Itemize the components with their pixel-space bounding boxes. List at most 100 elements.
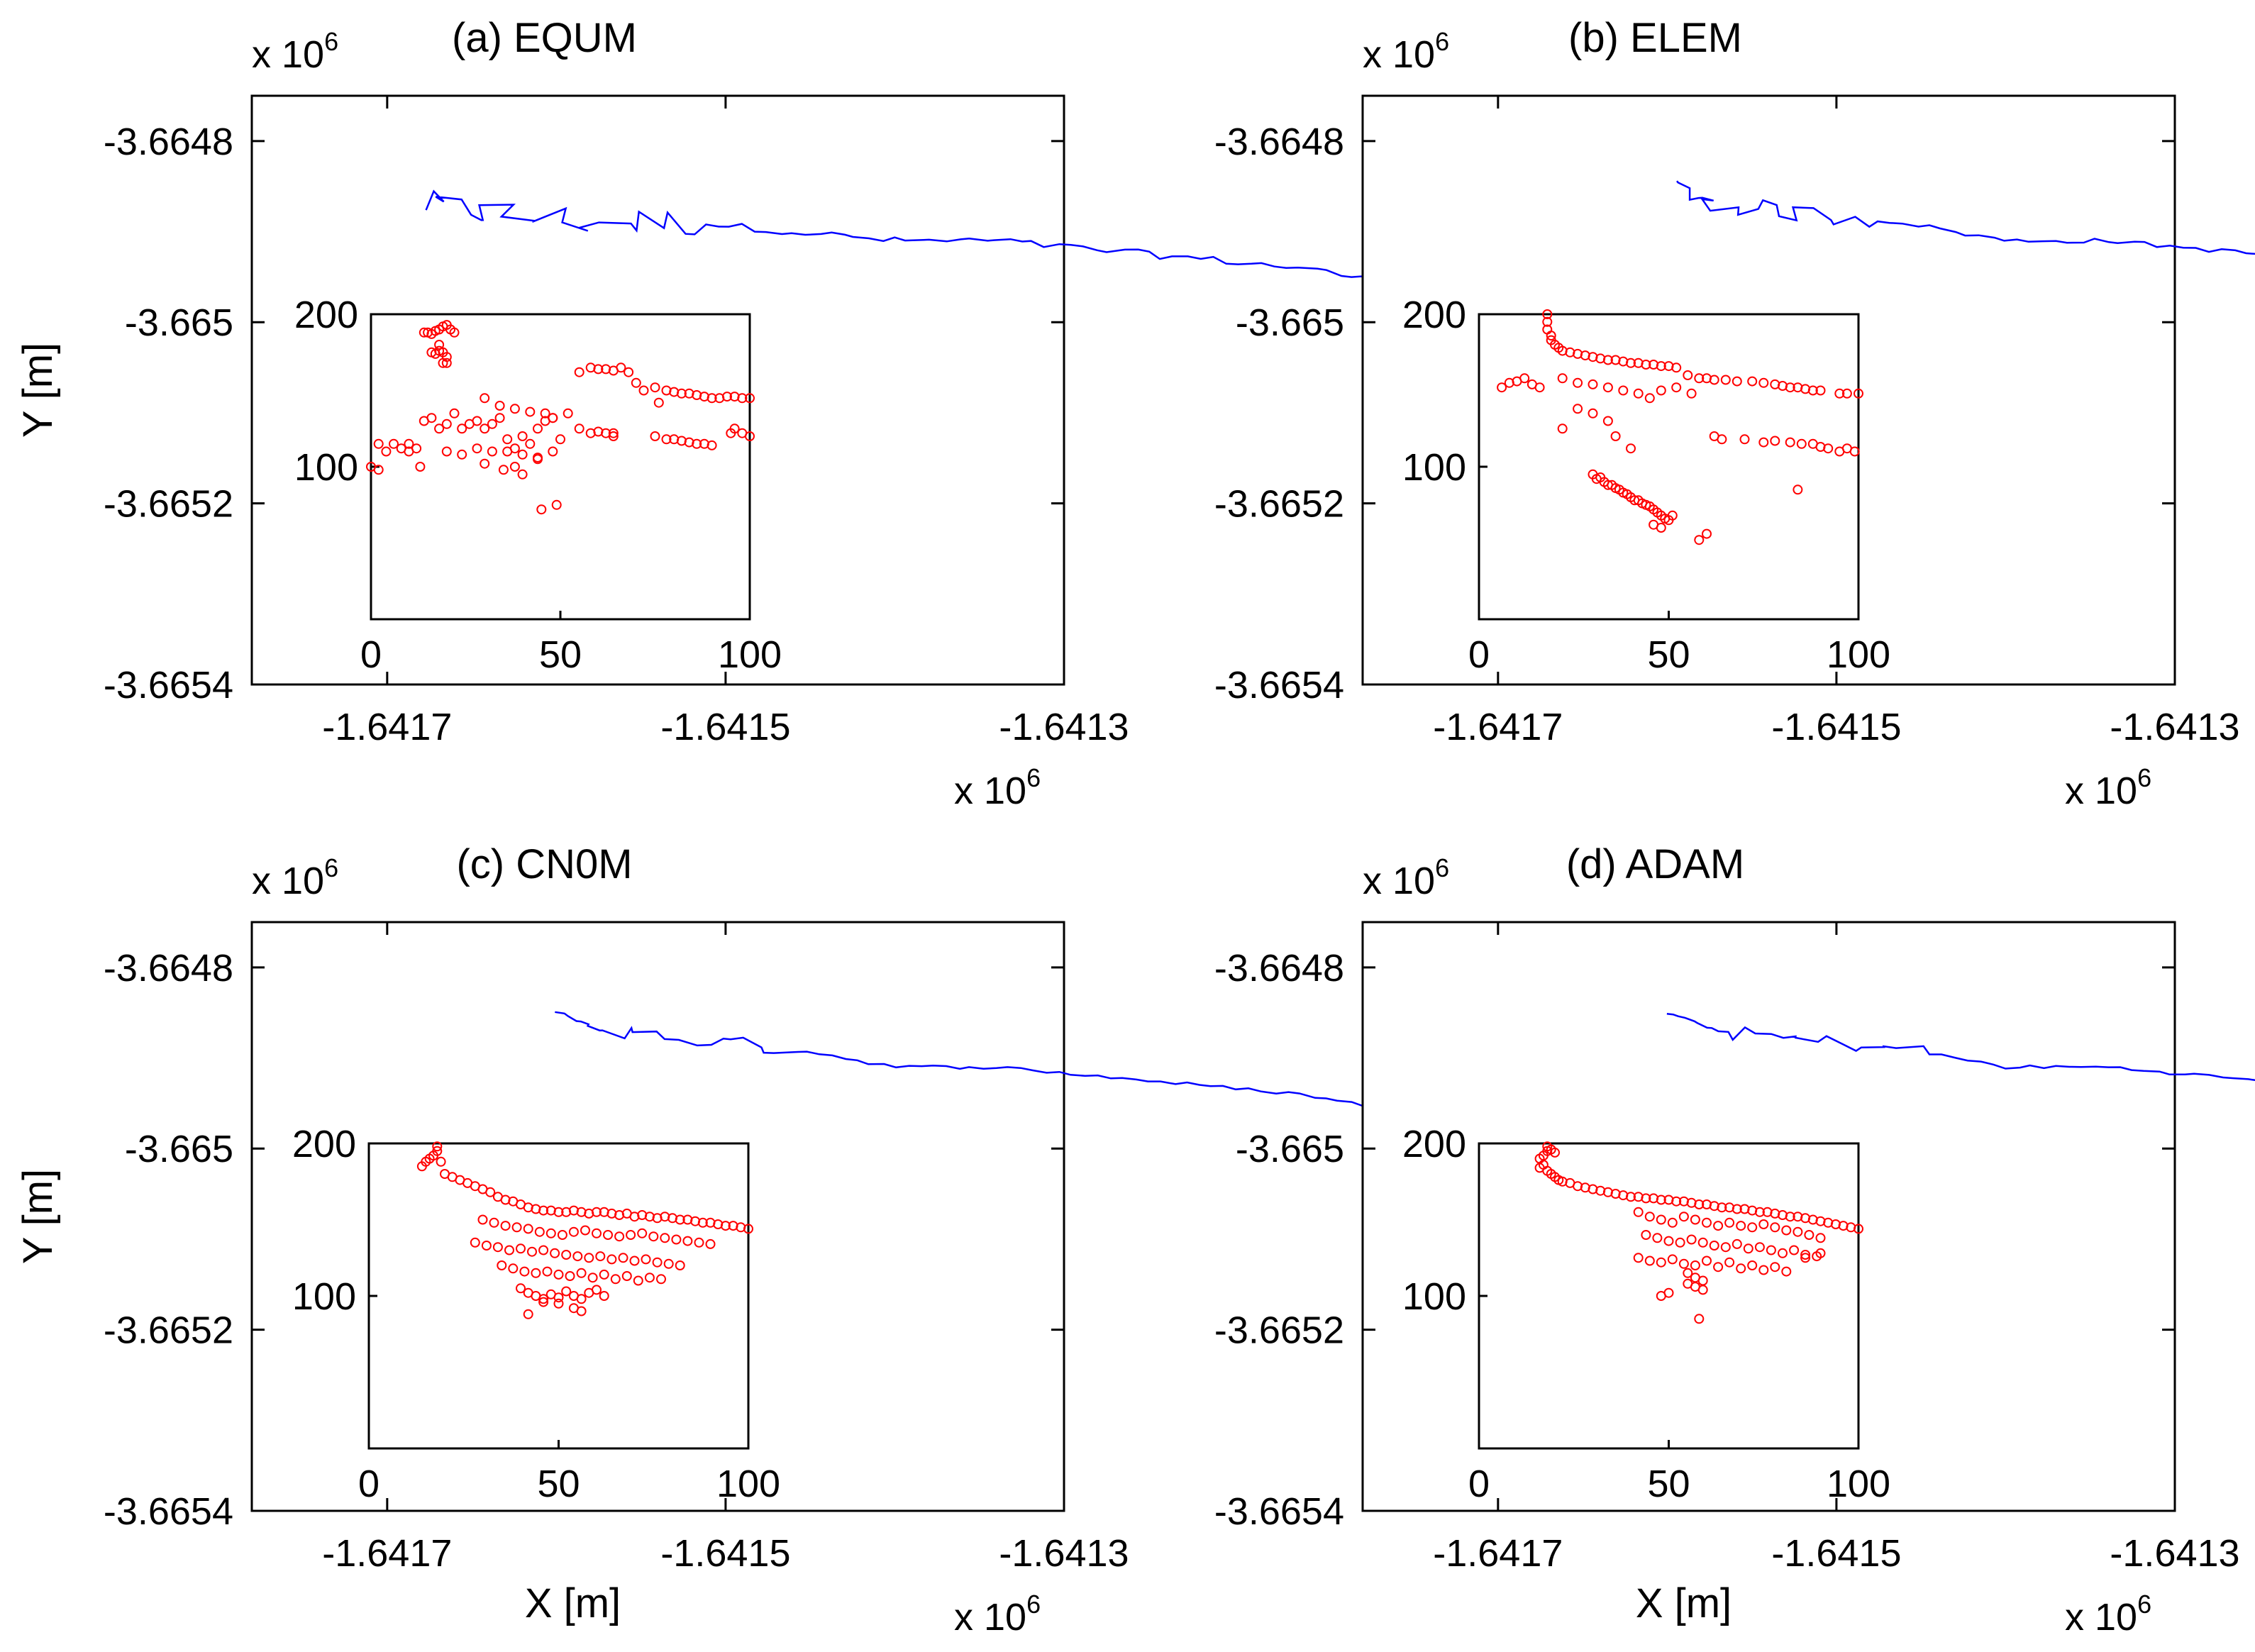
inset-point [434, 423, 445, 434]
inset-x-tick-label: 0 [358, 1463, 379, 1505]
inset-point [1573, 377, 1583, 388]
inset-point [1823, 443, 1834, 454]
trajectory-line [1676, 180, 2255, 255]
inset-point [1754, 1242, 1765, 1253]
inset-point [1758, 377, 1769, 388]
inset-point [1602, 382, 1613, 393]
inset-point [553, 1269, 564, 1280]
inset-point [737, 393, 748, 404]
inset-point [592, 1207, 602, 1217]
y-multiplier-base: x 10 [252, 33, 324, 76]
inset-point [576, 1294, 587, 1304]
inset-point [637, 1228, 648, 1238]
panel-title: (b) ELEM [1568, 15, 1742, 61]
inset-point [1770, 436, 1780, 446]
panel-1: (b) ELEM -1.6417 -1.6415 -1.6413 -3.6648 -3.6… [1214, 15, 2255, 812]
y-tick-label: -3.665 [1236, 301, 1344, 344]
inset-point [587, 1273, 598, 1283]
inset-point [641, 1254, 651, 1265]
inset-point [494, 401, 505, 411]
x-multiplier-base: x 10 [954, 770, 1026, 812]
inset-point [1697, 1237, 1708, 1248]
inset-point [606, 1254, 617, 1265]
inset-point [610, 1274, 621, 1285]
inset-point [441, 357, 452, 368]
x-tick-label: -1.6415 [1771, 1532, 1901, 1575]
inset-point [381, 446, 392, 457]
inset-point [1656, 523, 1666, 533]
inset-point [656, 1274, 666, 1285]
y-multiplier-exp: 6 [324, 27, 338, 56]
inset-point [1804, 1230, 1814, 1240]
y-tick-label: -3.665 [125, 1128, 233, 1170]
inset-point [553, 1207, 564, 1217]
y-multiplier: x 106 [1363, 27, 1449, 76]
inset-point [592, 1228, 602, 1238]
inset-point [1667, 510, 1678, 521]
inset-point [580, 1225, 590, 1236]
inset-point [1800, 1250, 1811, 1260]
inset-point [551, 499, 562, 510]
inset-frame [1478, 1142, 1860, 1450]
inset-x-tick-label: 0 [1468, 633, 1490, 676]
inset-point [533, 454, 543, 465]
panel-title: (a) EQUM [452, 15, 637, 61]
inset-point [1557, 373, 1568, 384]
inset-point [1686, 388, 1697, 399]
inset-point [1644, 393, 1655, 404]
inset-point [517, 431, 528, 441]
inset-point [555, 434, 565, 445]
inset-point [1747, 376, 1758, 387]
inset-point [516, 1243, 526, 1254]
inset-point [1550, 1147, 1560, 1158]
inset-point [1588, 408, 1598, 418]
inset-point [1694, 373, 1705, 384]
inset-point [1671, 382, 1682, 393]
inset-point [561, 1250, 572, 1260]
inset-y-tick-label: 100 [1402, 1275, 1466, 1318]
inset-point [1644, 1255, 1655, 1266]
inset-point [527, 1246, 537, 1257]
inset-point [1667, 1254, 1678, 1265]
inset-point [1747, 1260, 1758, 1270]
inset-point [1841, 388, 1852, 399]
inset-point [449, 408, 460, 418]
inset-point [523, 1309, 533, 1319]
inset-point [1675, 1237, 1685, 1248]
inset-point [485, 1187, 496, 1197]
inset-point [618, 1253, 628, 1263]
y-multiplier-base: x 10 [1363, 860, 1435, 902]
inset-point [434, 340, 445, 350]
x-tick-label: -1.6417 [322, 706, 452, 748]
inset-point [1602, 355, 1613, 365]
inset-point [626, 1230, 636, 1240]
inset-point [481, 1241, 492, 1251]
inset-point [1702, 528, 1712, 539]
inset-point [608, 428, 619, 438]
x-multiplier: x 106 [2065, 763, 2151, 812]
y-tick-label: -3.6654 [1214, 664, 1344, 706]
inset-point [631, 377, 641, 388]
inset-point [470, 1237, 480, 1248]
x-tick-label: -1.6413 [2110, 706, 2239, 748]
y-multiplier-exp: 6 [324, 853, 338, 882]
x-tick-label: -1.6415 [660, 706, 790, 748]
inset-point [509, 404, 520, 414]
inset-point [1785, 382, 1795, 393]
inset-point [511, 1222, 522, 1233]
inset-point [1724, 1257, 1735, 1268]
y-multiplier: x 106 [252, 27, 338, 76]
inset-point [1724, 1217, 1735, 1228]
inset-point [1588, 379, 1598, 389]
y-multiplier-exp: 6 [1435, 27, 1449, 56]
inset-point [568, 1226, 579, 1237]
inset-frame [370, 313, 751, 621]
inset-point [644, 1273, 655, 1283]
inset-point [1720, 1242, 1731, 1253]
inset-point [1758, 1265, 1769, 1275]
inset-point [1671, 1196, 1682, 1207]
inset-point [629, 1255, 640, 1266]
inset-point [550, 1248, 560, 1258]
inset-point [1709, 1241, 1719, 1251]
inset-point [553, 1298, 564, 1309]
